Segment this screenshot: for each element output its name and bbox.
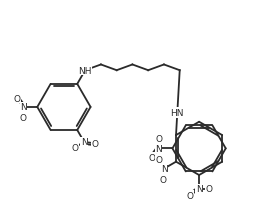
Text: O: O (149, 153, 156, 162)
Text: N: N (161, 164, 167, 173)
Text: O: O (91, 139, 98, 148)
Text: HN: HN (171, 108, 184, 117)
Text: O: O (159, 175, 166, 184)
Text: O: O (72, 143, 79, 152)
Text: O: O (14, 94, 20, 103)
Text: O: O (187, 191, 194, 200)
Text: O: O (206, 184, 213, 193)
Text: N: N (20, 103, 27, 112)
Text: O: O (20, 113, 27, 122)
Text: NH: NH (78, 66, 92, 75)
Text: N: N (81, 138, 87, 147)
Text: O: O (155, 155, 162, 164)
Text: N: N (196, 184, 202, 193)
Text: O: O (155, 134, 162, 143)
Text: N: N (155, 144, 162, 153)
